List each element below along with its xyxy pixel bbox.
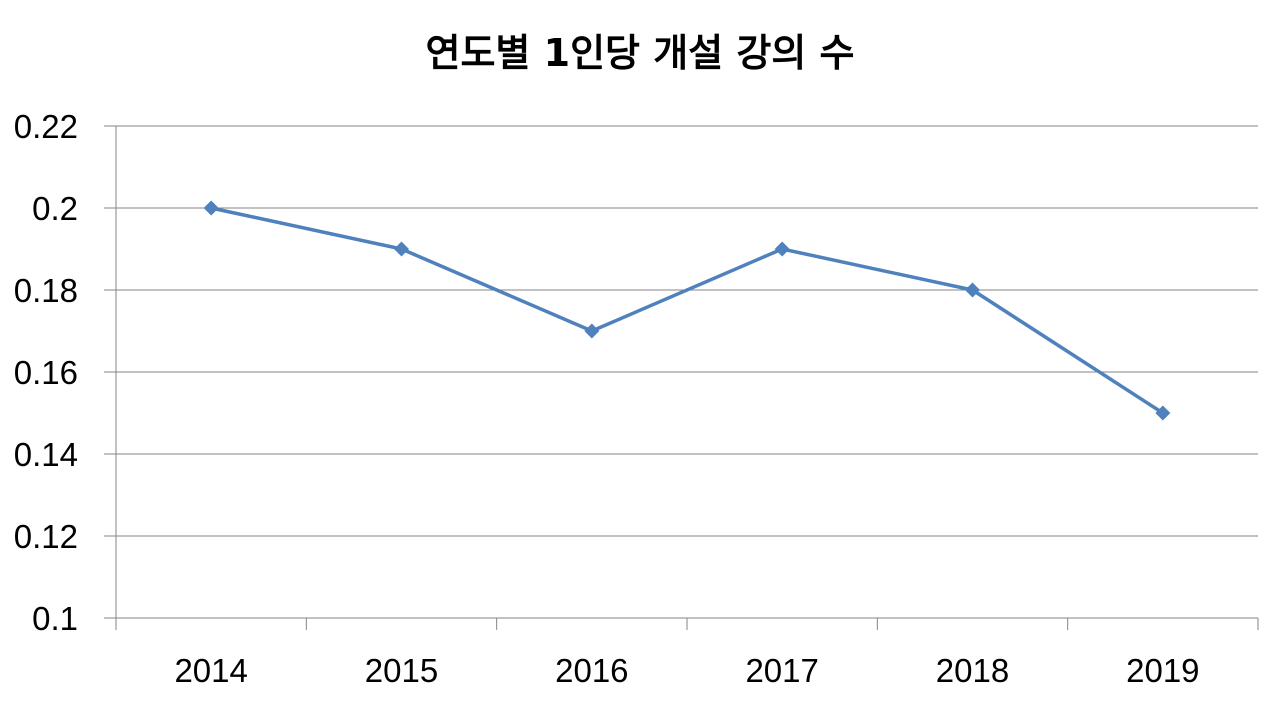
data-point-marker bbox=[394, 241, 409, 257]
series-group bbox=[203, 200, 1171, 421]
data-point-marker bbox=[1155, 405, 1171, 421]
x-tick-label: 2015 bbox=[365, 652, 438, 689]
x-tick-label: 2019 bbox=[1126, 652, 1199, 689]
x-tick-label: 2017 bbox=[745, 652, 818, 689]
gridlines bbox=[116, 125, 1258, 619]
data-point-marker bbox=[965, 282, 980, 298]
x-tick-label: 2016 bbox=[555, 652, 628, 689]
y-axis-tick-labels: 0.1 0.12 0.14 0.16 0.18 0.2 0.22 bbox=[14, 108, 78, 637]
axes bbox=[104, 125, 1259, 630]
data-point-marker bbox=[774, 241, 790, 257]
y-tick-label: 0.22 bbox=[14, 108, 78, 145]
x-tick-label: 2018 bbox=[936, 652, 1009, 689]
chart-title: 연도별 1인당 개설 강의 수 bbox=[425, 31, 855, 75]
series-line bbox=[210, 206, 1164, 415]
y-tick-label: 0.16 bbox=[14, 354, 78, 391]
data-point-marker bbox=[203, 200, 219, 216]
y-tick-label: 0.2 bbox=[32, 190, 78, 227]
y-tick-label: 0.14 bbox=[14, 436, 78, 473]
x-tick-label: 2014 bbox=[174, 652, 247, 689]
y-tick-label: 0.12 bbox=[14, 518, 78, 555]
y-tick-label: 0.1 bbox=[32, 600, 78, 637]
x-axis-tick-labels: 2014 2015 2016 2017 2018 2019 bbox=[174, 652, 1199, 689]
data-point-marker bbox=[584, 323, 600, 339]
y-tick-label: 0.18 bbox=[14, 272, 78, 309]
